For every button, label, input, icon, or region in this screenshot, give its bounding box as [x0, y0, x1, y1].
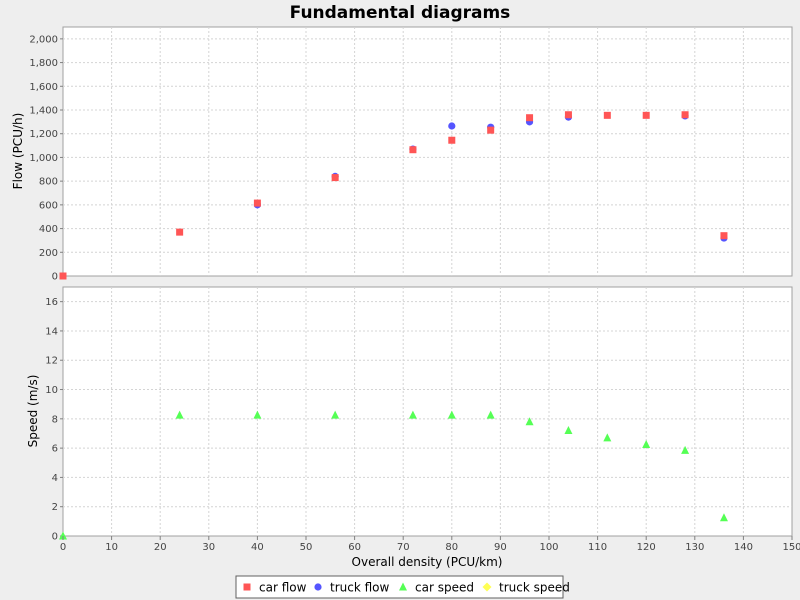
- x-tick-label: 50: [300, 542, 313, 553]
- flow-y-tick-label: 1,400: [29, 106, 58, 117]
- flow-panel: 0 200 400 600 800 1,000 1,200 1,400 1,600 1,800 2,…: [11, 26, 793, 283]
- speed-y-tick-label: 0: [52, 532, 58, 543]
- x-tick-label: 60: [348, 542, 361, 553]
- speed-panel: 0 2 4 6 8 10 12 14 16 Speed (m/s): [26, 286, 793, 543]
- data-point-car-flow: [253, 199, 261, 207]
- legend-marker-truck-flow: [314, 583, 322, 591]
- data-point-car-speed: [59, 531, 67, 540]
- data-point-car-speed: [603, 433, 612, 442]
- speed-y-tick-label: 8: [52, 414, 58, 425]
- data-point-car-flow: [409, 146, 417, 154]
- speed-y-axis-label: Speed (m/s): [26, 375, 40, 448]
- data-point-car-speed: [719, 513, 728, 522]
- legend-item-car-speed: car speed: [399, 581, 474, 595]
- flow-y-tick-label: 1,600: [29, 82, 58, 93]
- legend-marker-truck-speed: [482, 582, 492, 592]
- data-point-car-flow: [176, 228, 184, 236]
- flow-y-tick-label: 1,200: [29, 129, 58, 140]
- x-tick-label: 150: [782, 542, 800, 553]
- flow-y-ticks: 0 200 400 600 800 1,000 1,200 1,400 1,600 1,800 2,…: [29, 34, 63, 283]
- x-tick-label: 110: [588, 542, 607, 553]
- legend-item-truck-flow: truck flow: [314, 581, 390, 595]
- legend-box: [235, 575, 564, 599]
- flow-gridlines: [63, 27, 792, 276]
- flow-y-tick-label: 2,000: [29, 34, 58, 45]
- legend-label: truck flow: [330, 581, 390, 595]
- data-point-car-flow: [487, 126, 495, 134]
- legend: car flow truck flow car speed truck speed: [235, 575, 570, 599]
- data-point-car-flow: [642, 111, 650, 119]
- data-point-car-flow: [331, 174, 339, 182]
- data-point-car-flow: [681, 111, 689, 119]
- chart-title: Fundamental diagrams: [290, 3, 511, 23]
- flow-plot-area: [62, 26, 793, 277]
- legend-label: truck speed: [499, 581, 570, 595]
- x-axis-label: Overall density (PCU/km): [352, 555, 503, 569]
- legend-item-car-flow: car flow: [243, 581, 307, 595]
- flow-y-axis-label: Flow (PCU/h): [11, 113, 25, 190]
- speed-y-tick-label: 12: [45, 356, 58, 367]
- speed-plot-area: [62, 286, 793, 537]
- x-tick-label: 0: [60, 542, 66, 553]
- flow-data-points: [59, 111, 728, 280]
- legend-marker-car-speed: [399, 582, 407, 591]
- speed-y-tick-label: 10: [45, 385, 58, 396]
- speed-y-tick-label: 16: [45, 297, 58, 308]
- x-axis-ticks: 0 10 20 30 40 50 60 70 80 90 100 110 120 130 140 150: [60, 536, 800, 553]
- x-tick-label: 30: [202, 542, 215, 553]
- data-point-car-speed: [447, 410, 456, 419]
- data-point-car-speed: [642, 439, 651, 448]
- x-tick-label: 20: [154, 542, 167, 553]
- speed-y-tick-label: 4: [52, 473, 58, 484]
- x-tick-label: 10: [105, 542, 118, 553]
- flow-y-tick-label: 0: [52, 272, 58, 283]
- speed-y-tick-label: 14: [45, 326, 58, 337]
- data-point-car-speed: [253, 410, 262, 419]
- data-point-car-speed: [681, 445, 690, 454]
- data-point-car-speed: [486, 410, 495, 419]
- legend-item-truck-speed: truck speed: [482, 581, 570, 595]
- data-point-car-flow: [526, 114, 534, 122]
- data-point-truck-flow: [448, 122, 456, 130]
- x-tick-label: 100: [539, 542, 558, 553]
- x-tick-label: 120: [637, 542, 656, 553]
- legend-marker-car-flow: [243, 583, 251, 591]
- data-point-car-flow: [59, 272, 67, 280]
- speed-data-points: [59, 410, 728, 540]
- speed-y-tick-label: 6: [52, 444, 58, 455]
- flow-y-tick-label: 1,800: [29, 58, 58, 69]
- data-point-car-speed: [408, 410, 417, 419]
- data-point-car-speed: [175, 410, 184, 419]
- x-tick-label: 140: [734, 542, 753, 553]
- x-tick-label: 90: [494, 542, 507, 553]
- data-point-car-flow: [448, 136, 456, 144]
- speed-y-tick-label: 2: [52, 502, 58, 513]
- x-tick-label: 70: [397, 542, 410, 553]
- data-point-car-flow: [603, 111, 611, 119]
- x-tick-label: 80: [445, 542, 458, 553]
- flow-y-tick-label: 1,000: [29, 153, 58, 164]
- flow-y-tick-label: 200: [39, 248, 58, 259]
- data-point-car-speed: [525, 417, 534, 426]
- data-point-car-speed: [564, 426, 573, 435]
- flow-y-tick-label: 400: [39, 224, 58, 235]
- flow-y-tick-label: 800: [39, 177, 58, 188]
- data-point-car-flow: [720, 232, 728, 240]
- data-point-car-speed: [331, 410, 340, 419]
- x-tick-label: 40: [251, 542, 264, 553]
- x-tick-label: 130: [685, 542, 704, 553]
- legend-label: car flow: [259, 581, 307, 595]
- legend-label: car speed: [415, 581, 474, 595]
- speed-y-ticks: 0 2 4 6 8 10 12 14 16: [45, 297, 63, 543]
- flow-y-tick-label: 600: [39, 200, 58, 211]
- speed-gridlines: [63, 287, 792, 536]
- data-point-car-flow: [564, 111, 572, 119]
